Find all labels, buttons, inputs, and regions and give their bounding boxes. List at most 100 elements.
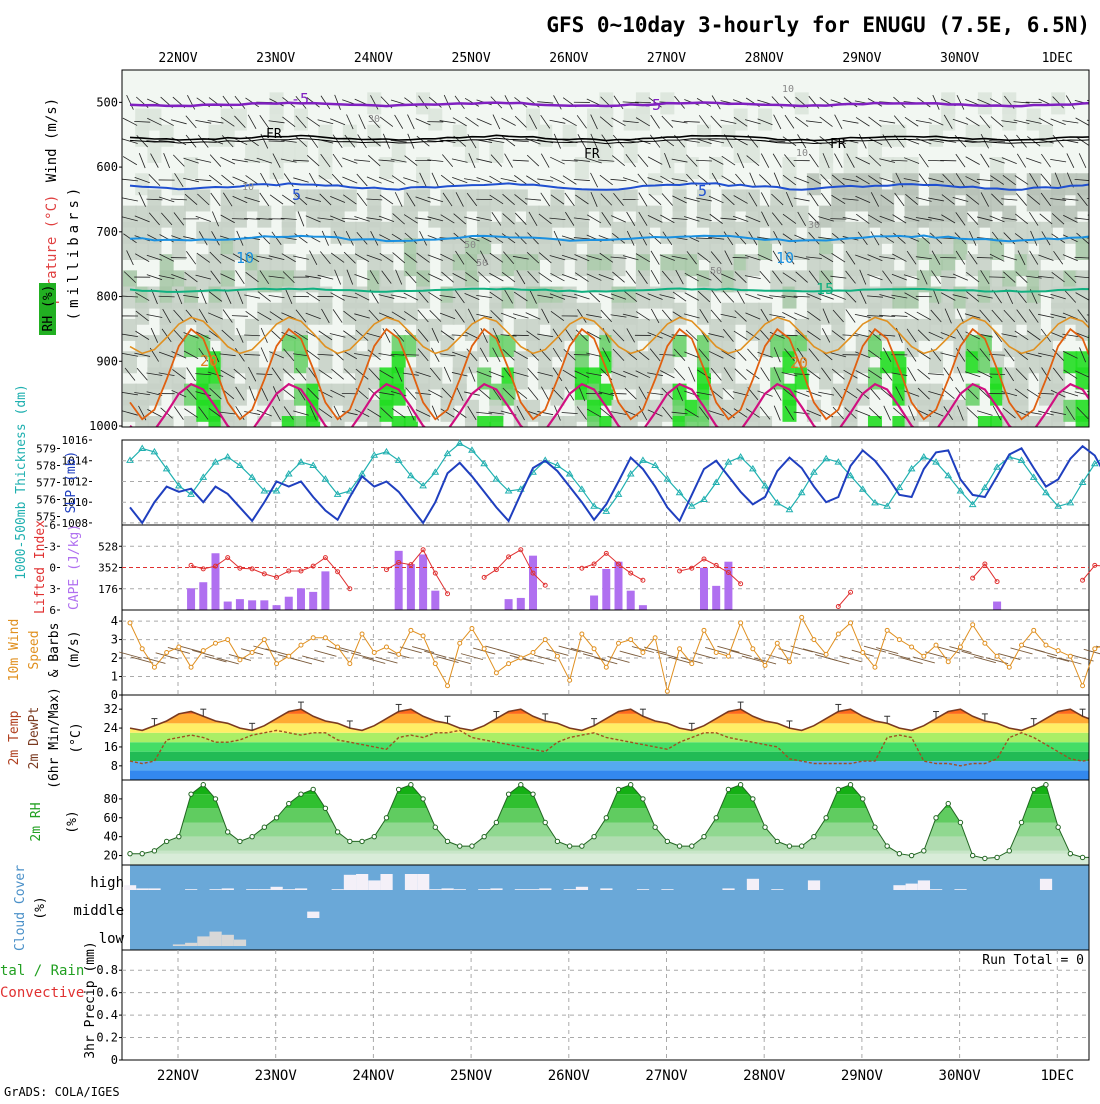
rh2m-point — [799, 844, 803, 848]
bottom-date-label: 23NOV — [255, 1068, 298, 1084]
rh-cell — [196, 270, 210, 292]
isotherm-label-10a: 10 — [236, 249, 254, 267]
cape-bar — [260, 600, 268, 610]
rh-cell — [746, 141, 760, 163]
rh2m-point — [384, 816, 388, 820]
wind10m-point — [384, 645, 388, 649]
cloud-bar-low — [234, 940, 246, 946]
rh2m-point — [738, 783, 742, 787]
rh-cell — [196, 189, 210, 211]
rh-cell — [880, 125, 894, 147]
cloud-bar-high — [478, 889, 490, 890]
wind10m-point — [775, 641, 779, 645]
rh-cell — [489, 189, 503, 211]
cloud-bar-high — [722, 888, 734, 890]
wind10m-point — [409, 628, 413, 632]
rh-cell — [257, 303, 271, 325]
rh-cell — [550, 384, 564, 406]
rh-cell — [453, 384, 467, 406]
cloud-panel-background — [130, 865, 1089, 950]
cloud-bar-low — [173, 944, 185, 946]
isotherm-label-20a: 20 — [200, 352, 218, 370]
rh-cell — [1088, 222, 1100, 244]
slp-panel-frame — [122, 440, 1089, 525]
cape-bar — [517, 598, 525, 610]
cloud-bar-high — [771, 889, 783, 890]
cloud-ylabel-a: Cloud Cover — [13, 865, 28, 951]
cloud-bar-high — [527, 889, 539, 890]
cloud-ylabel-b: (%) — [33, 896, 48, 919]
wind10m-point — [946, 660, 950, 664]
wind10m-point — [250, 651, 254, 655]
rh-label-10c: 10 — [796, 148, 808, 159]
isotherm-label-20b: 20 — [790, 354, 808, 372]
rh-cell — [1063, 400, 1077, 422]
rh-cell — [624, 109, 638, 131]
axis-tick-label: 576 — [36, 494, 56, 507]
rh2m-point — [494, 820, 498, 824]
cape-bar — [236, 599, 244, 610]
wind10m-point — [726, 654, 730, 658]
rh-cell — [612, 189, 626, 211]
top-date-label: 29NOV — [842, 51, 881, 66]
cape-bar — [309, 592, 317, 610]
axis-tick-label: 24 — [104, 721, 118, 735]
wind-barb — [989, 277, 1005, 278]
axis-tick-label: 4 — [111, 614, 118, 628]
axis-tick-label: 80 — [104, 792, 118, 806]
rh2m-point — [873, 825, 877, 829]
rh-cell — [563, 206, 577, 228]
upper-ylabel-units: (millibars) — [66, 184, 82, 321]
rh-cell — [355, 238, 369, 260]
wind10m-point — [958, 645, 962, 649]
wind10m-point — [1007, 665, 1011, 669]
cloud-bar-high — [747, 879, 759, 890]
rh2m-point — [164, 839, 168, 843]
rh-cell — [1088, 335, 1100, 357]
axis-tick-label: 1 — [111, 670, 118, 684]
rh2m-point — [1007, 849, 1011, 853]
cape-bar — [224, 602, 232, 610]
wind10m-point — [983, 641, 987, 645]
rh2m-point — [152, 849, 156, 853]
thickness-ylabel: 1000-500mb Thickness (dm) — [14, 384, 29, 580]
rh2m-point — [323, 806, 327, 810]
wind10m-point — [934, 643, 938, 647]
axis-tick-label: 20 — [104, 849, 118, 863]
wind10m-point — [568, 678, 572, 682]
wind10m-point — [421, 634, 425, 638]
rh2m-point — [274, 816, 278, 820]
wind-ylabel-b: Speed — [27, 630, 42, 669]
isotherm-label-5b: 5 — [698, 182, 707, 200]
cloud-bar-high — [405, 874, 417, 890]
cloud-bar-low — [222, 935, 234, 946]
top-date-label: 25NOV — [452, 51, 491, 66]
axis-tick-label: 578 — [36, 460, 56, 473]
freezing-label-c: FR — [830, 137, 846, 152]
rh-cell — [502, 384, 516, 406]
wind10m-point — [336, 645, 340, 649]
isotherm-label-15: 15 — [816, 280, 834, 298]
wind10m-point — [751, 647, 755, 651]
rh2m-point — [372, 834, 376, 838]
cloud-bar-high — [954, 889, 966, 890]
rh2m-point — [458, 844, 462, 848]
wind10m-point — [507, 662, 511, 666]
cape-bar — [321, 571, 329, 610]
temp-ylabel-b: 2m DewPt — [27, 707, 42, 770]
rh-cell — [599, 141, 613, 163]
rh-cell — [697, 303, 711, 325]
precip-ylabel-b: Convective — [0, 985, 84, 1001]
rh2m-point — [1068, 851, 1072, 855]
wind10m-point — [397, 652, 401, 656]
rh-cell — [819, 303, 833, 325]
rh2m-point — [1093, 855, 1097, 859]
top-date-label: 22NOV — [158, 51, 197, 66]
rh-cell — [1039, 238, 1053, 260]
axis-tick-label: 0.2 — [96, 1031, 118, 1045]
wind10m-point — [641, 651, 645, 655]
